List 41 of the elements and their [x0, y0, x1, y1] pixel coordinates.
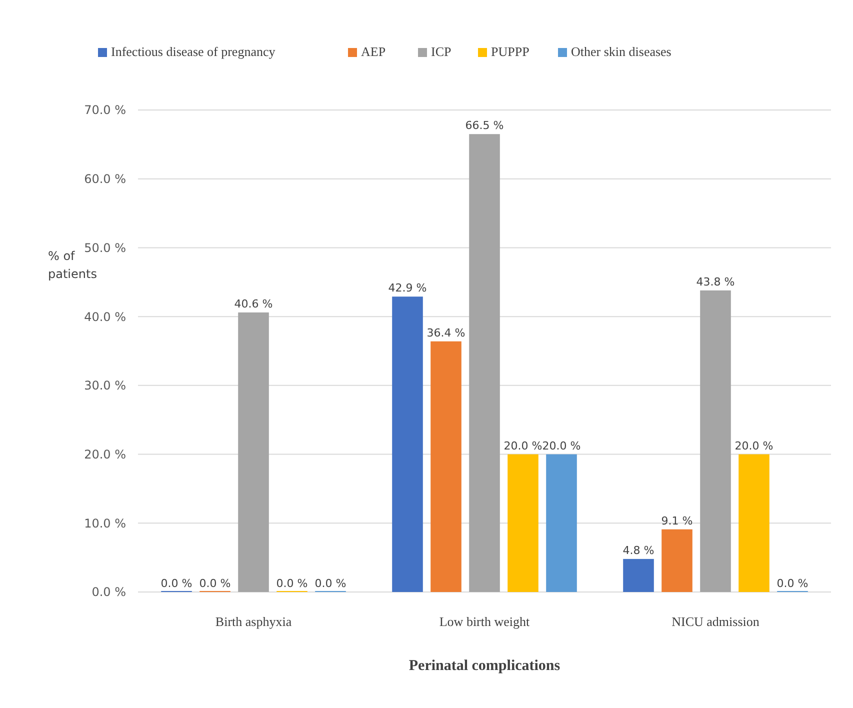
data-label: 36.4 %: [426, 326, 466, 340]
y-tick-label: 30.0 %: [84, 378, 126, 393]
bar: [430, 341, 462, 592]
legend-label: Other skin diseases: [571, 44, 672, 59]
data-label: 66.5 %: [465, 119, 504, 132]
data-label: 0.0 %: [276, 577, 308, 590]
bar: [238, 312, 269, 592]
data-label: 20.0 %: [542, 439, 581, 452]
x-tick-label: Low birth weight: [439, 614, 530, 629]
bar: [392, 296, 423, 592]
data-label: 0.0 %: [199, 577, 231, 590]
legend-label: ICP: [431, 44, 452, 59]
y-tick-label: 70.0 %: [84, 103, 126, 118]
y-tick-label: 0.0 %: [92, 585, 126, 600]
x-tick-label: NICU admission: [672, 614, 760, 629]
bar: [623, 558, 654, 592]
bar: [662, 529, 692, 592]
data-label: 42.9 %: [388, 282, 427, 295]
legend-label: AEP: [361, 44, 386, 59]
y-tick-label: 20.0 %: [84, 447, 126, 462]
data-label: 40.6 %: [234, 297, 273, 310]
data-label: 0.0 %: [314, 577, 346, 590]
data-label: 4.8 %: [622, 544, 654, 557]
data-label: 43.8 %: [696, 275, 735, 288]
data-label: 0.0 %: [776, 577, 808, 590]
data-label: 20.0 %: [504, 439, 542, 452]
bar: [546, 454, 577, 592]
bar: [469, 134, 500, 592]
bar: [738, 454, 770, 592]
data-label: 20.0 %: [734, 439, 774, 452]
x-tick-label: Birth asphyxia: [215, 614, 292, 629]
x-axis-title: Perinatal complications: [408, 658, 560, 674]
y-tick-label: 10.0 %: [84, 516, 126, 530]
y-tick-label: 40.0 %: [84, 310, 126, 324]
legend-label: Infectious disease of pregnancy: [111, 44, 276, 59]
bar: [700, 290, 731, 592]
legend-label: PUPPP: [491, 44, 530, 59]
y-tick-label: 60.0 %: [84, 172, 126, 186]
data-label: 9.1 %: [661, 514, 693, 528]
bar: [508, 454, 538, 592]
data-label: 0.0 %: [160, 577, 192, 590]
